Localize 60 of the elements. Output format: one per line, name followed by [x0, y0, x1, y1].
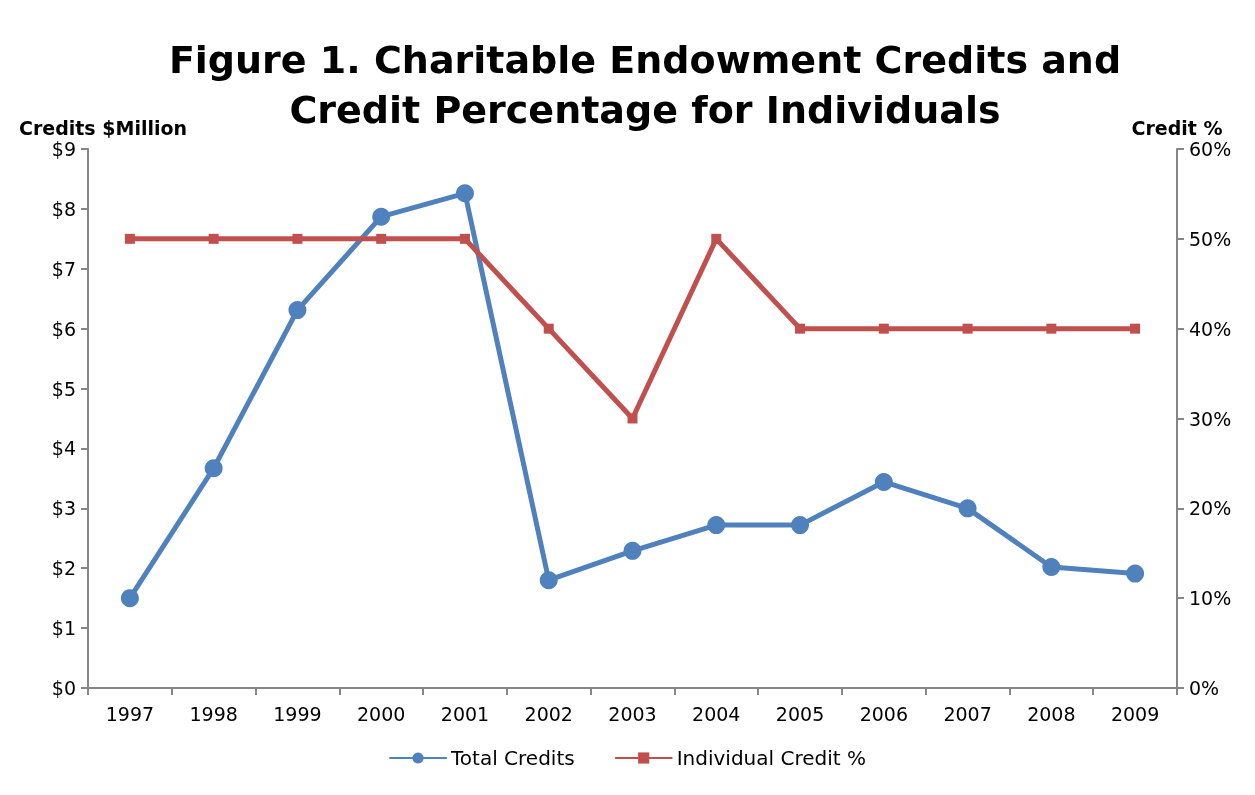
- y2-tick-label: 0%: [1189, 677, 1220, 699]
- legend-label: Total Credits: [450, 746, 575, 770]
- point: [208, 233, 219, 244]
- x-tick-label: 2009: [1110, 702, 1160, 725]
- point: [795, 323, 806, 334]
- point: [376, 233, 387, 244]
- x-tick-label: 2002: [524, 702, 573, 725]
- legend-label: Individual Credit %: [676, 746, 866, 770]
- y-tick-label: $8: [51, 197, 76, 220]
- y-tick-label: $5: [51, 377, 76, 400]
- y-axis-title: Credits $Million: [18, 116, 188, 139]
- y-tick-label: $1: [51, 617, 76, 640]
- point: [204, 459, 223, 478]
- y-tick-label: $0: [51, 677, 76, 699]
- point: [958, 499, 977, 518]
- point: [539, 571, 558, 590]
- x-tick-label: 1999: [273, 702, 322, 725]
- point: [1046, 323, 1057, 334]
- point: [878, 323, 889, 334]
- y2-axis-title: Credit %: [1131, 116, 1223, 139]
- y2-tick-label: 20%: [1189, 497, 1232, 520]
- point: [459, 233, 470, 244]
- x-tick-label: 2008: [1027, 702, 1076, 725]
- x-tick-label: 2001: [440, 702, 490, 725]
- point: [707, 516, 726, 535]
- point: [1130, 323, 1141, 334]
- point: [372, 207, 391, 226]
- x-tick-label: 2007: [943, 702, 992, 725]
- point: [711, 233, 722, 244]
- point: [791, 516, 810, 535]
- x-tick-label: 1998: [189, 702, 238, 725]
- point: [120, 589, 139, 608]
- point: [288, 301, 307, 320]
- y2-tick-label: 30%: [1189, 407, 1232, 430]
- x-tick-label: 1997: [105, 702, 155, 725]
- point: [627, 413, 638, 424]
- y-tick-label: $3: [51, 497, 76, 520]
- y-tick-label: $6: [51, 317, 76, 340]
- x-tick-label: 2006: [859, 702, 908, 725]
- point: [874, 472, 893, 491]
- y-tick-label: $4: [51, 437, 76, 460]
- point: [543, 323, 554, 334]
- x-tick-label: 2004: [692, 702, 741, 725]
- y2-tick-label: 40%: [1189, 317, 1232, 340]
- x-tick-label: 2000: [357, 702, 406, 725]
- point: [1126, 564, 1145, 583]
- point: [1042, 558, 1061, 577]
- point: [124, 233, 135, 244]
- x-tick-label: 2005: [775, 702, 825, 725]
- point: [623, 541, 642, 560]
- point: [962, 323, 973, 334]
- y-tick-label: $9: [51, 138, 76, 160]
- y2-tick-label: 10%: [1189, 587, 1232, 610]
- y2-tick-label: 60%: [1189, 138, 1232, 160]
- point: [455, 184, 474, 203]
- y-tick-label: $7: [51, 257, 76, 280]
- point: [292, 233, 303, 244]
- x-tick-label: 2003: [608, 702, 657, 725]
- y2-tick-label: 50%: [1189, 227, 1232, 250]
- y-tick-label: $2: [51, 557, 76, 580]
